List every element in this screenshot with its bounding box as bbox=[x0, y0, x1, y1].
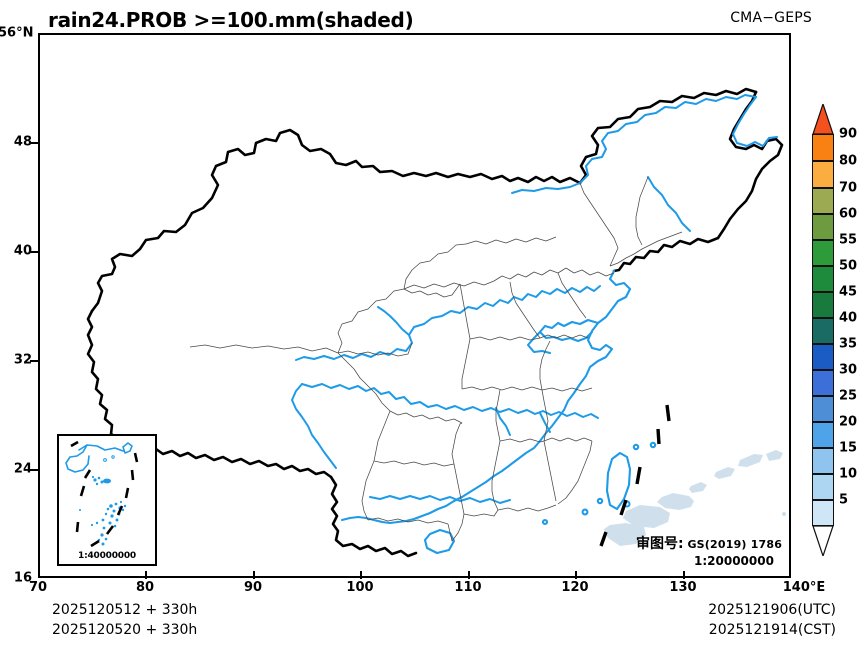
colorbar-bottom-arrow bbox=[812, 525, 834, 557]
probability-colorbar[interactable]: 90 80 70 60 55 50 45 40 35 30 25 20 15 1… bbox=[812, 103, 857, 557]
colorbar-top-arrow bbox=[812, 103, 834, 135]
y-tick-24: 24 bbox=[13, 461, 32, 477]
footer-left-line2: 2025120520 + 330h bbox=[52, 622, 198, 639]
foreign-islands bbox=[604, 450, 786, 546]
coastline bbox=[340, 269, 657, 555]
x-tick-120: 120 bbox=[561, 580, 589, 595]
colorbar-label-40: 40 bbox=[839, 310, 858, 326]
x-tickmark bbox=[683, 571, 685, 579]
colorbar-label-35: 35 bbox=[839, 336, 858, 352]
footer-right-line2: 2025121914(CST) bbox=[708, 622, 836, 639]
y-tick-48: 48 bbox=[13, 134, 32, 150]
south-china-sea-inset: 1:40000000 bbox=[57, 434, 157, 566]
x-tick-130: 130 bbox=[669, 580, 697, 595]
colorbar-band-5 bbox=[812, 500, 834, 526]
colorbar-label-5: 5 bbox=[839, 492, 849, 508]
page-title: rain24.PROB >=100.mm(shaded) bbox=[48, 8, 414, 32]
footer-run-times: 2025120512 + 330h 2025120520 + 330h bbox=[52, 600, 197, 641]
colorbar-label-55: 55 bbox=[839, 232, 858, 248]
y-tick-56: 56°N bbox=[0, 25, 34, 41]
colorbar-label-50: 50 bbox=[839, 258, 858, 274]
x-tick-80: 80 bbox=[135, 580, 155, 595]
colorbar-band-90 bbox=[812, 134, 834, 161]
colorbar-band-50 bbox=[812, 266, 834, 292]
x-tick-140: 140°E bbox=[782, 580, 826, 595]
y-tickmark bbox=[30, 251, 38, 253]
y-tick-40: 40 bbox=[13, 243, 32, 259]
y-tickmark bbox=[30, 360, 38, 362]
x-tick-90: 90 bbox=[243, 580, 263, 595]
province-boundaries bbox=[189, 176, 683, 542]
colorbar-label-25: 25 bbox=[839, 388, 858, 404]
x-tick-100: 100 bbox=[346, 580, 374, 595]
colorbar-label-10: 10 bbox=[839, 466, 858, 482]
x-tick-110: 110 bbox=[454, 580, 482, 595]
colorbar-label-80: 80 bbox=[839, 153, 858, 169]
colorbar-band-60 bbox=[812, 214, 834, 240]
y-tickmark bbox=[30, 469, 38, 471]
colorbar-band-15 bbox=[812, 448, 834, 474]
colorbar-band-30 bbox=[812, 370, 834, 396]
national-border bbox=[86, 87, 784, 558]
y-tick-32: 32 bbox=[13, 352, 32, 368]
approval-label: 审图号: bbox=[636, 536, 684, 552]
y-tickmark bbox=[30, 142, 38, 144]
colorbar-label-90: 90 bbox=[839, 126, 858, 142]
x-tickmark bbox=[145, 571, 147, 579]
colorbar-label-45: 45 bbox=[839, 284, 858, 300]
inset-map-graphic bbox=[65, 440, 139, 548]
nine-dash-line bbox=[599, 404, 671, 547]
approval-code: GS(2019) 1786 bbox=[687, 538, 783, 551]
footer-valid-times: 2025121906(UTC) 2025121914(CST) bbox=[708, 600, 836, 641]
x-tickmark bbox=[253, 571, 255, 579]
colorbar-label-20: 20 bbox=[839, 414, 858, 430]
x-tick-70: 70 bbox=[28, 580, 48, 595]
colorbar-label-30: 30 bbox=[839, 362, 858, 378]
colorbar-band-70 bbox=[812, 188, 834, 214]
colorbar-band-80 bbox=[812, 161, 834, 188]
x-tickmark bbox=[468, 571, 470, 579]
footer-right-line1: 2025121906(UTC) bbox=[708, 602, 836, 618]
footer-left-line1: 2025120512 + 330h bbox=[52, 602, 198, 618]
x-tickmark bbox=[360, 571, 362, 579]
approval-scale: 1:20000000 bbox=[694, 553, 774, 568]
colorbar-label-70: 70 bbox=[839, 180, 858, 196]
colorbar-band-20 bbox=[812, 422, 834, 448]
colorbar-band-35 bbox=[812, 344, 834, 370]
colorbar-label-60: 60 bbox=[839, 206, 858, 222]
colorbar-band-25 bbox=[812, 396, 834, 422]
map-approval-stamp: 审图号: GS(2019) 1786 1:20000000 bbox=[636, 536, 782, 569]
colorbar-band-40 bbox=[812, 318, 834, 344]
model-label: CMA−GEPS bbox=[730, 10, 812, 26]
colorbar-label-15: 15 bbox=[839, 440, 858, 456]
rivers bbox=[291, 94, 778, 504]
x-tickmark bbox=[575, 571, 577, 579]
colorbar-band-55 bbox=[812, 240, 834, 266]
inset-scale-label: 1:40000000 bbox=[78, 551, 136, 561]
map-plot-area bbox=[38, 33, 791, 578]
colorbar-graphic bbox=[812, 103, 834, 557]
colorbar-band-10 bbox=[812, 474, 834, 500]
colorbar-band-45 bbox=[812, 292, 834, 318]
y-tick-16: 16 bbox=[13, 570, 32, 586]
china-map-graphic bbox=[86, 87, 786, 558]
